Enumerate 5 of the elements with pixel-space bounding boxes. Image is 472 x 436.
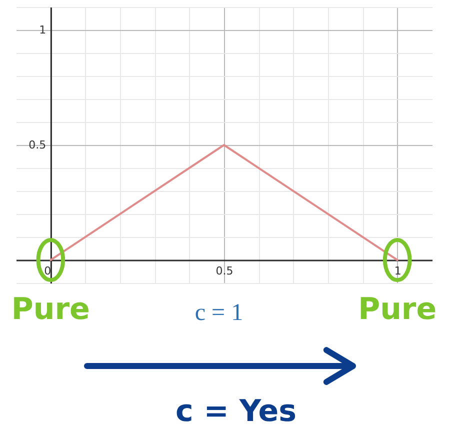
text: c = 1 [194, 300, 244, 326]
x-tick-label: 0.5 [216, 264, 234, 278]
annotation: Pure [11, 292, 90, 327]
annotation: Pure [358, 292, 437, 327]
text: c = Yes [176, 394, 296, 429]
